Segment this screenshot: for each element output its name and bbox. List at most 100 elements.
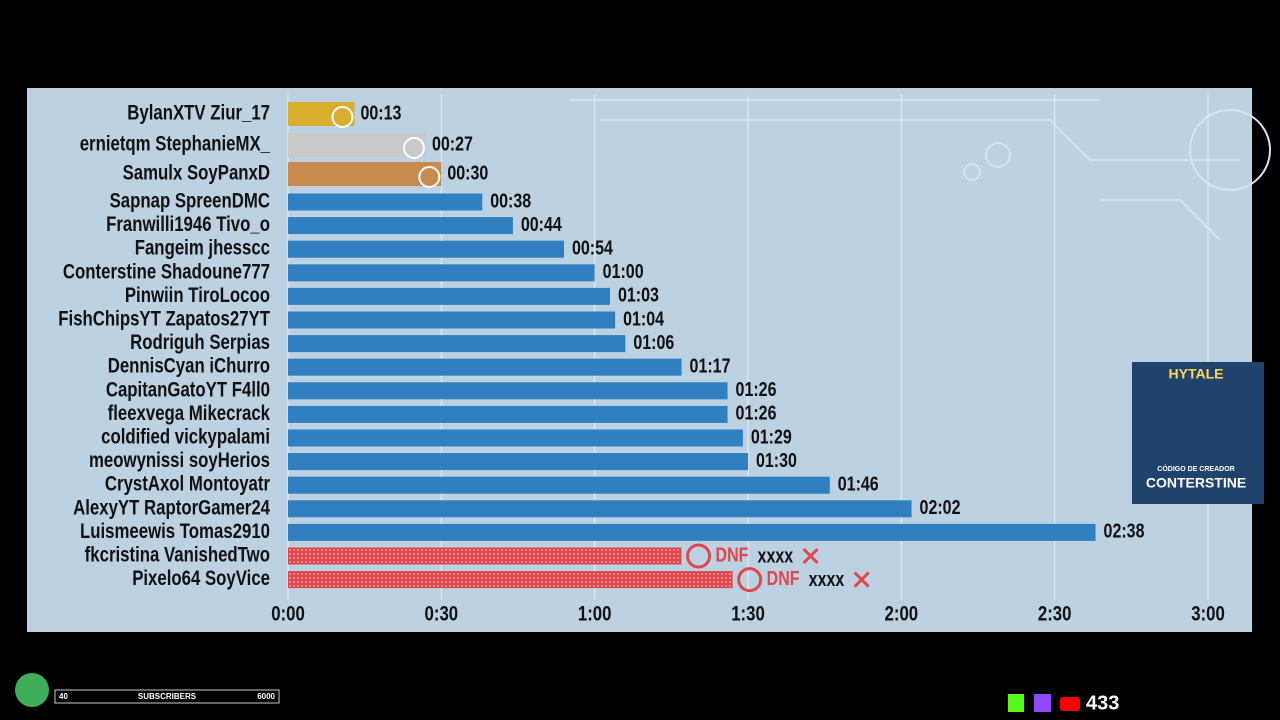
bar [288,358,682,376]
value-label-group: 01:06 [633,331,674,353]
category-label: CapitanGatoYT F4ll0 [106,379,270,402]
dnf-note-group: xxxx [758,545,794,567]
bar [288,217,513,235]
dnf-icon [686,543,712,569]
category-label: Samulx SoyPanxD [123,162,270,185]
category-label-group: CrystAxol Montoyatr [105,473,271,496]
category-label: Conterstine Shadoune777 [63,261,270,284]
value-label-group: 01:30 [756,449,797,471]
dnf-note: xxxx [758,545,794,567]
dnf-cross [802,547,819,565]
value-label: 01:04 [623,308,664,330]
dnf-note-group: xxxx [809,568,845,590]
category-label: FishChipsYT Zapatos27YT [58,308,270,331]
value-label-group: 00:44 [521,213,562,235]
value-label: 00:27 [432,133,473,155]
streamer-avatar [15,673,49,707]
value-label-group: 01:26 [736,402,777,424]
x-tick-label-group: 1:00 [578,603,612,626]
dnf-icon [737,567,763,593]
category-label: Pinwiin TiroLocoo [125,284,270,307]
x-tick-label-group: 0:00 [271,603,305,626]
bar [288,193,483,211]
bar [288,162,442,186]
x-tick-label: 2:30 [1038,603,1072,626]
circuit-decoration [570,99,1271,241]
x-tick-label: 1:30 [731,603,765,626]
category-label-group: DennisCyan iChurro [108,355,270,378]
category-label-group: Fangeim jhesscc [135,237,271,260]
dnf-mark-group: DNF [716,544,749,566]
bar [288,382,728,400]
promo-code: CONTERSTINE [1146,475,1246,491]
value-label-group: 02:38 [1104,520,1145,542]
youtube-icon [1060,697,1080,711]
category-label-group: fkcristina VanishedTwo [85,544,270,567]
value-label: 01:26 [736,402,777,424]
category-label: Fangeim jhesscc [135,237,271,260]
category-label-group: AlexyYT RaptorGamer24 [73,497,270,520]
value-label-group: 01:46 [838,473,879,495]
bar [288,311,616,329]
category-label-group: coldified vickypalami [101,426,270,449]
category-label-group: Luismeewis Tomas2910 [80,520,270,543]
bar [288,133,426,157]
category-label-group: meowynissi soyHerios [89,449,270,472]
value-label: 00:54 [572,237,613,259]
x-tick-label-group: 2:30 [1038,603,1072,626]
value-label-group: 01:00 [603,260,644,282]
value-label: 00:30 [447,162,488,184]
dnf-cross [853,571,870,588]
dnf-bar [288,547,682,565]
x-tick-label-group: 2:00 [885,603,919,626]
x-tick-label: 3:00 [1191,603,1225,626]
category-label-group: ernietqm StephanieMX_ [80,133,271,156]
x-tick-label: 0:00 [271,603,305,626]
bar [288,429,743,447]
bar [288,500,912,518]
subs-bar [54,689,280,704]
category-label: coldified vickypalami [101,426,270,449]
category-label: BylanXTV Ziur_17 [127,102,270,125]
dnf-bar [288,571,733,589]
dnf-mark-group: DNF [767,567,800,589]
value-label-group: 01:29 [751,426,792,448]
value-label: 00:38 [490,190,531,212]
bar [288,476,830,494]
category-label-group: Pinwiin TiroLocoo [125,284,270,307]
bar [288,453,748,471]
value-label-group: 00:13 [360,102,401,124]
x-tick-label: 1:00 [578,603,612,626]
value-label: 01:06 [633,331,674,353]
category-label: fkcristina VanishedTwo [85,544,270,567]
category-label: DennisCyan iChurro [108,355,270,378]
value-label: 01:00 [603,260,644,282]
bar [288,523,1096,541]
bar [288,240,564,258]
value-label: 02:02 [920,496,961,518]
x-tick-label-group: 1:30 [731,603,765,626]
category-label-group: Rodriguh Serpias [130,331,270,354]
category-label: AlexyYT RaptorGamer24 [73,497,270,520]
value-label: 01:17 [690,355,731,377]
category-label-group: FishChipsYT Zapatos27YT [58,308,270,331]
medal [403,137,425,159]
value-label-group: 00:30 [447,162,488,184]
bar [288,264,595,282]
medal [418,166,441,188]
subs-goal: 6000 [257,692,275,701]
value-label: 00:44 [521,213,562,235]
category-label: fleexvega Mikecrack [108,402,271,425]
dnf-note: xxxx [809,568,845,590]
value-label-group: 00:38 [490,190,531,212]
value-label-group: 00:54 [572,237,613,259]
category-label: Rodriguh Serpias [130,331,270,354]
category-label: meowynissi soyHerios [89,449,270,472]
category-label-group: Franwilli1946 Tivo_o [106,213,270,236]
viewer-count: 433 [1086,692,1119,714]
kick-icon [1008,694,1024,712]
category-label-group: CapitanGatoYT F4ll0 [106,379,270,402]
dnf-mark: DNF [716,544,749,566]
promo-card [1132,362,1264,504]
bar [288,287,610,305]
